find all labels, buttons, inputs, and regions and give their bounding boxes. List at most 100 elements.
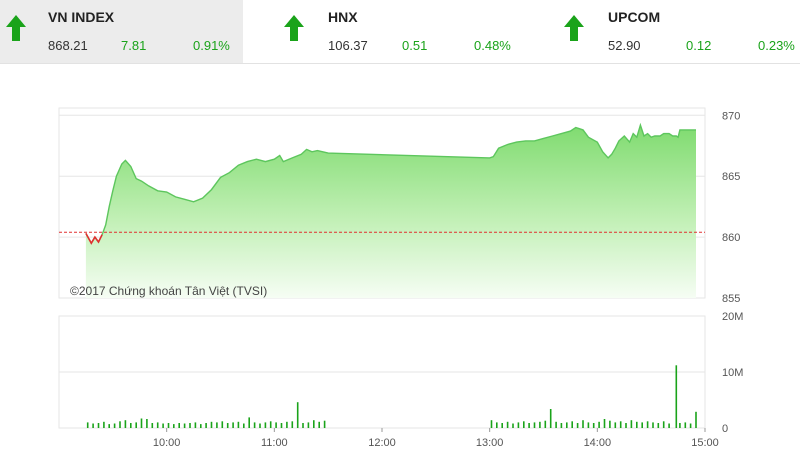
price-area <box>85 125 696 298</box>
volume-bar <box>183 423 186 428</box>
volume-bar <box>140 418 143 428</box>
volume-bar <box>598 421 600 428</box>
volume-bar <box>571 421 573 428</box>
volume-bar <box>506 421 509 428</box>
volume-bar <box>178 423 180 428</box>
volume-bar <box>684 422 687 428</box>
volume-tick-label: 10M <box>722 367 743 379</box>
volume-bar <box>173 424 175 428</box>
index-tile-vnindex[interactable]: VN INDEX 868.21 7.81 0.91% <box>0 0 243 63</box>
arrow-up-icon <box>564 15 584 41</box>
intraday-chart: ©2017 Chứng khoán Tân Việt (TVSI) 870 865… <box>58 107 743 449</box>
volume-bar <box>533 422 536 428</box>
index-name: UPCOM <box>608 9 661 25</box>
volume-bar <box>490 420 493 428</box>
volume-bar <box>603 419 606 428</box>
index-price: 106.37 <box>328 38 368 53</box>
volume-bar <box>280 423 283 428</box>
volume-bar <box>695 411 697 428</box>
volume-bar <box>582 420 584 428</box>
volume-bar <box>200 424 202 428</box>
volume-bar <box>641 422 643 428</box>
volume-bar <box>216 422 218 428</box>
volume-bar <box>226 423 229 428</box>
price-tick-label: 855 <box>722 293 740 305</box>
volume-bar <box>566 422 568 428</box>
index-tile-hnx[interactable]: HNX 106.37 0.51 0.48% <box>243 0 523 63</box>
index-change-percent: 0.48% <box>474 38 511 53</box>
volume-bar <box>156 422 159 428</box>
volume-bar <box>318 421 320 428</box>
volume-bar <box>675 365 678 428</box>
volume-bar <box>614 422 617 428</box>
volume-bar <box>194 422 197 428</box>
volume-bar <box>97 423 100 428</box>
index-change: 0.12 <box>686 38 712 53</box>
volume-bar <box>646 421 649 428</box>
price-tick-label: 870 <box>722 110 740 122</box>
volume-bar <box>323 420 326 428</box>
volume-bar <box>539 421 541 428</box>
volume-bar <box>86 422 89 428</box>
volume-bar <box>523 421 525 428</box>
index-tile-upcom[interactable]: UPCOM 52.90 0.12 0.23% <box>523 0 800 63</box>
volume-bar <box>576 423 579 428</box>
volume-bar <box>512 423 514 428</box>
index-change: 7.81 <box>121 38 147 53</box>
volume-bar <box>124 420 127 428</box>
volume-bar <box>103 421 105 428</box>
volume-bar <box>517 422 520 428</box>
volume-bar <box>286 421 288 428</box>
volume-bar <box>689 423 692 428</box>
index-change-percent: 0.23% <box>758 38 795 53</box>
volume-bar <box>313 420 315 428</box>
time-tick-label: 14:00 <box>584 437 612 449</box>
volume-bar <box>130 423 132 428</box>
volume-tick-label: 0 <box>722 423 728 435</box>
volume-bar <box>232 422 234 428</box>
volume-bar <box>657 423 660 428</box>
index-change-percent: 0.91% <box>193 38 230 53</box>
volume-bar <box>253 422 256 428</box>
volume-bar <box>555 421 557 428</box>
index-name: HNX <box>328 9 358 25</box>
volume-bar <box>630 420 633 428</box>
arrow-up-icon <box>284 15 304 41</box>
volume-bar <box>544 420 547 428</box>
volume-bar <box>496 422 498 428</box>
volume-bar <box>291 421 294 428</box>
price-line <box>85 122 696 245</box>
time-tick-label: 13:00 <box>476 437 504 449</box>
volume-bar <box>151 423 154 428</box>
volume-bar <box>189 423 191 428</box>
index-price: 52.90 <box>608 38 641 53</box>
volume-bar <box>92 423 94 428</box>
volume-bar <box>210 421 213 428</box>
volume-bar <box>108 424 110 428</box>
volume-bar <box>668 423 670 428</box>
volume-bar <box>248 417 250 428</box>
volume-bar <box>269 421 272 428</box>
price-line-below-reference <box>85 233 103 245</box>
volume-bar <box>636 421 638 428</box>
price-tick-label: 860 <box>722 232 740 244</box>
arrow-up-icon <box>6 15 26 41</box>
volume-bar <box>609 420 611 428</box>
volume-bar <box>119 421 121 428</box>
volume-bar <box>113 423 116 428</box>
header-divider <box>0 63 800 64</box>
volume-bar <box>587 422 590 428</box>
volume-bar <box>135 422 137 428</box>
volume-bar <box>662 421 665 428</box>
volume-bar <box>243 423 245 428</box>
volume-bar <box>146 419 148 428</box>
volume-bar <box>592 423 595 428</box>
index-tiles: VN INDEX 868.21 7.81 0.91% HNX 106.37 0.… <box>0 0 800 63</box>
volume-bar <box>307 422 310 428</box>
volume-bar <box>549 409 552 428</box>
time-tick-label: 10:00 <box>153 437 181 449</box>
volume-bar <box>259 423 261 428</box>
volume-tick-label: 20M <box>722 311 743 323</box>
volume-bar <box>679 423 681 428</box>
volume-bar <box>275 422 277 428</box>
